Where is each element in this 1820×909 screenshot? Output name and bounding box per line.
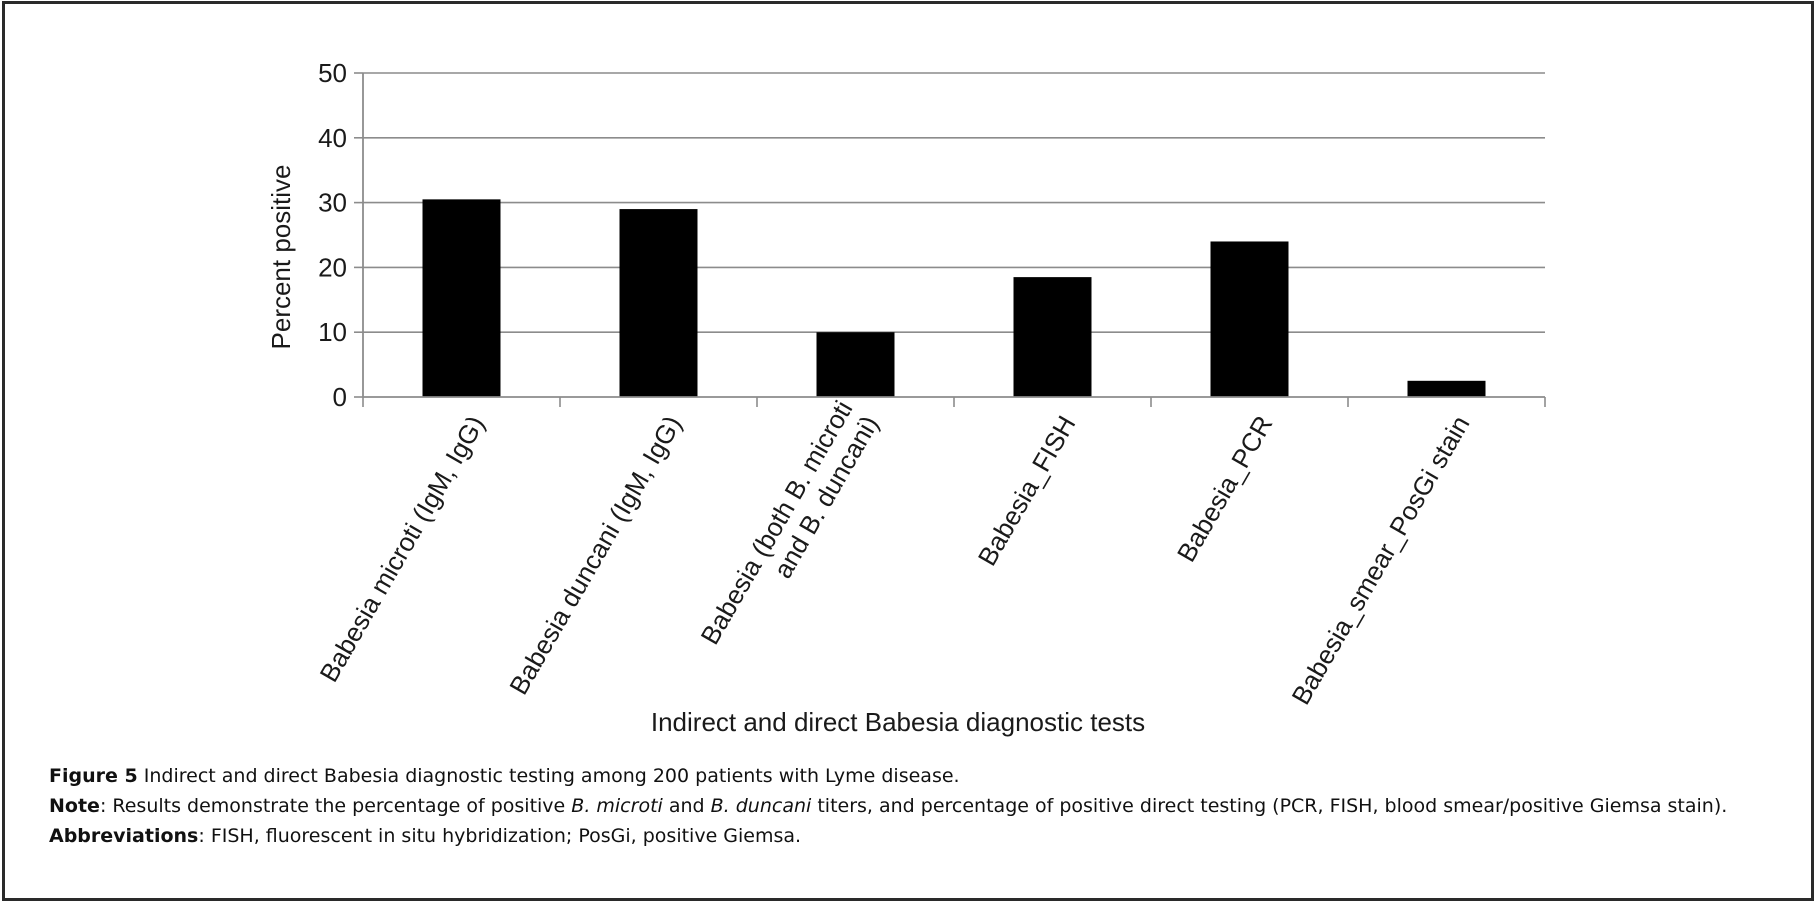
gridlines — [363, 72, 1545, 334]
note-text: titers, and percentage of positive direc… — [811, 795, 1728, 817]
y-tick-label: 50 — [318, 58, 347, 88]
figure-caption-line: Figure 5 Indirect and direct Babesia dia… — [49, 761, 1789, 791]
note-text: and — [662, 795, 711, 817]
bars — [422, 199, 1486, 397]
note-species-duncani: B. duncani — [710, 795, 812, 817]
x-tick-label-line: Babesia_FISH — [972, 411, 1082, 571]
bar — [422, 199, 501, 397]
bar — [1407, 380, 1486, 397]
abbreviations-text: : FISH, fluorescent in situ hybridizatio… — [198, 825, 802, 847]
figure-caption-text: Indirect and direct Babesia diagnostic t… — [137, 765, 960, 787]
x-tick-label: Babesia_smear_PosGi stain — [1285, 411, 1475, 710]
y-tick-label: 30 — [318, 188, 347, 218]
y-tick-label: 10 — [318, 317, 347, 347]
x-tick-label-line: Babesia duncani (IgM, IgG) — [503, 411, 687, 700]
axes — [354, 72, 1546, 407]
x-tick-label-line: Babesia (both B. microti — [695, 396, 859, 650]
note-text: : Results demonstrate the percentage of … — [99, 795, 572, 817]
figure-caption: Figure 5 Indirect and direct Babesia dia… — [49, 761, 1789, 851]
x-tick-labels: Babesia microti (IgM, IgG) Babesia duncan… — [314, 396, 1476, 710]
note-species-microti: B. microti — [571, 795, 663, 817]
x-tick-label: Babesia microti (IgM, IgG) — [314, 411, 491, 688]
x-tick-label-line: Babesia_PCR — [1171, 411, 1279, 567]
y-tick-label: 20 — [318, 252, 347, 282]
bar — [1210, 241, 1289, 397]
y-axis-label: Percent positive — [266, 165, 296, 350]
bar — [619, 209, 698, 397]
y-tick-labels: 0 10 20 30 40 50 — [318, 58, 347, 412]
x-tick-label-line: Babesia microti (IgM, IgG) — [314, 411, 491, 688]
figure-number: Figure 5 — [49, 765, 138, 787]
bar — [1013, 277, 1092, 397]
x-tick-label: Babesia_FISH — [972, 411, 1082, 571]
x-tick-label: Babesia_PCR — [1171, 411, 1279, 567]
note-label: Note — [49, 795, 100, 817]
bar — [816, 332, 895, 397]
x-tick-label: Babesia duncani (IgM, IgG) — [503, 411, 687, 700]
y-tick-label: 40 — [318, 123, 347, 153]
abbreviations-label: Abbreviations — [49, 825, 199, 847]
y-tick-label: 0 — [333, 382, 347, 412]
x-axis-label: Indirect and direct Babesia diagnostic t… — [651, 707, 1145, 737]
abbreviations-line: Abbreviations: FISH, fluorescent in situ… — [49, 821, 1789, 851]
note-line: Note: Results demonstrate the percentage… — [49, 791, 1789, 821]
x-tick-label-line: Babesia_smear_PosGi stain — [1285, 411, 1475, 710]
